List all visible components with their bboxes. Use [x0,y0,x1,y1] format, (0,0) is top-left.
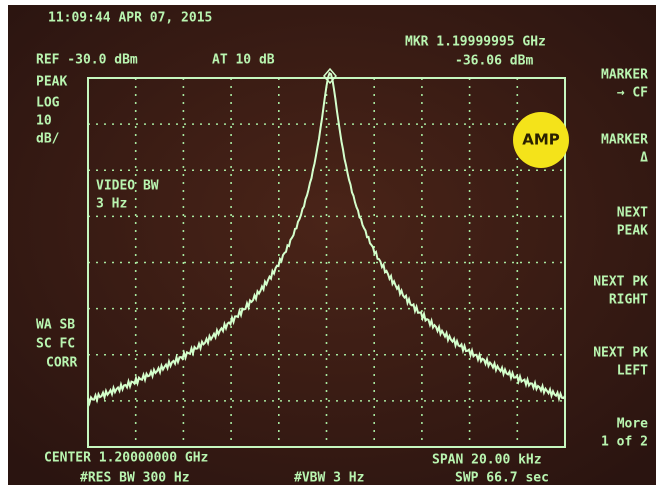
softkey-label: NEXT [617,206,648,221]
scale-label: 10 [36,114,52,129]
screen-photo: 11:09:44 APR 07, 2015 REF -30.0 dBm AT 1… [0,0,662,489]
softkey-label: PEAK [617,224,648,239]
ref-level: REF -30.0 dBm [36,53,138,68]
scale-label: LOG [36,96,60,111]
timestamp: 11:09:44 APR 07, 2015 [48,11,212,26]
marker-level: -36.06 dBm [455,54,533,69]
span: SPAN 20.00 kHz [432,453,542,468]
softkey-label: NEXT PK [593,346,648,361]
softkey-label: → CF [617,86,648,101]
sticker-label: AMP [522,131,560,149]
center-frequency: CENTER 1.20000000 GHz [44,451,208,466]
scale-label: dB/ [36,132,60,147]
status: SC FC [36,337,75,352]
sweep-time: SWP 66.7 sec [455,471,549,486]
video-bw: 3 Hz [96,197,127,212]
softkey-label: MARKER [601,68,648,83]
softkey-label: MARKER [601,133,648,148]
status: WA SB [36,318,75,333]
marker-frequency: MKR 1.19999995 GHz [405,35,546,50]
softkey-label: Δ [640,151,648,166]
softkey-label: 1 of 2 [601,435,648,450]
resolution-bw: #RES BW 300 Hz [80,471,190,486]
video-bw: VIDEO BW [96,179,159,194]
status: CORR [46,356,77,371]
softkey-label: RIGHT [609,293,648,308]
detector: PEAK [36,75,67,90]
attenuation: AT 10 dB [212,53,275,68]
video-bw: #VBW 3 Hz [294,471,364,486]
softkey-label: More [617,417,648,432]
softkey-label: NEXT PK [593,275,648,290]
amp-sticker: AMP [513,112,569,168]
softkey-label: LEFT [617,364,648,379]
